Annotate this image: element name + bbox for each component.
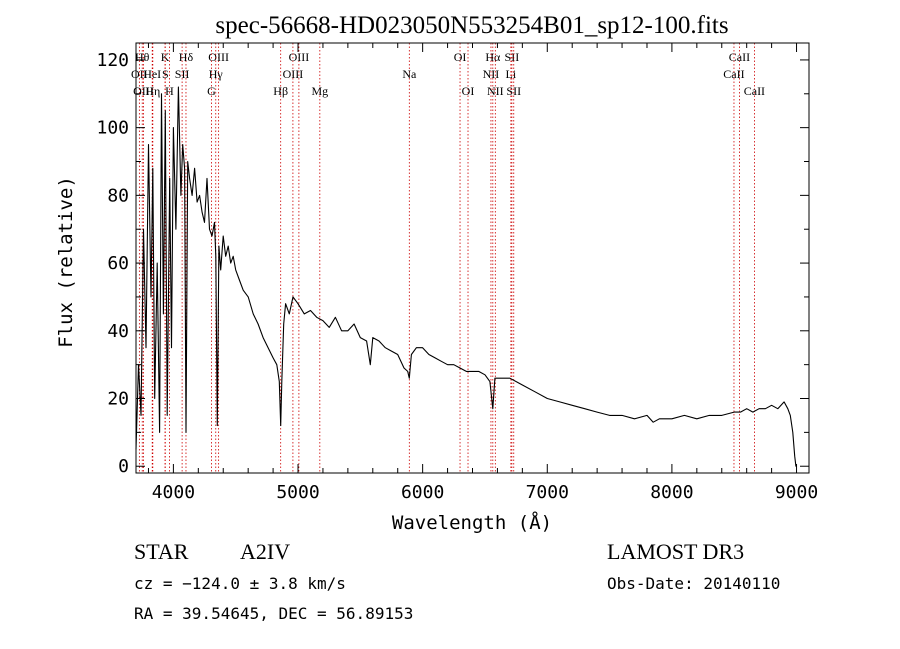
line-marker-label: Hδ <box>179 50 194 64</box>
x-tick-label: 6000 <box>401 482 444 503</box>
sky-coordinates: RA = 39.54645, DEC = 56.89153 <box>134 604 414 623</box>
y-tick-label: 60 <box>107 253 129 274</box>
line-marker-label: OIII <box>283 67 304 81</box>
line-marker-label: Hθ <box>135 50 150 64</box>
y-tick-label: 20 <box>107 389 129 410</box>
object-subclass: A2IV <box>240 539 291 564</box>
line-marker-label: Hα <box>485 50 501 64</box>
line-marker-label: NII <box>487 84 504 98</box>
line-marker-label: Mg <box>311 84 328 98</box>
redshift-cz: cz = −124.0 ± 3.8 km/s <box>134 574 346 593</box>
line-marker-label: OIII <box>133 84 154 98</box>
x-tick-label: 9000 <box>775 482 818 503</box>
line-marker-label: OI <box>454 50 467 64</box>
line-marker-label: H <box>165 84 174 98</box>
line-marker-label: Hβ <box>273 84 288 98</box>
observation-date: Obs-Date: 20140110 <box>607 574 781 593</box>
line-marker-label: OI <box>462 84 475 98</box>
survey-name: LAMOST DR3 <box>607 539 745 564</box>
x-tick-label: 7000 <box>526 482 569 503</box>
line-marker-label: SII <box>175 67 190 81</box>
y-tick-label: 40 <box>107 321 129 342</box>
line-marker-label: CaII <box>744 84 765 98</box>
spectral-line-markers: OIIHθOIIIHeIHηKSHHδSIIOIIIHγGHβOIIIOIIIM… <box>131 43 765 473</box>
y-tick-label: 80 <box>107 185 129 206</box>
flux-series-line <box>135 86 797 467</box>
y-tick-label: 100 <box>96 118 129 139</box>
line-marker-label: CaII <box>729 50 750 64</box>
line-marker-label: Hγ <box>209 67 224 81</box>
line-marker-label: Na <box>402 67 417 81</box>
line-marker-label: OIII <box>289 50 310 64</box>
y-tick-label: 120 <box>96 50 129 71</box>
y-axis-label: Flux (relative) <box>55 176 77 348</box>
object-class: STAR <box>134 539 189 564</box>
line-marker-label: HeI <box>143 67 161 81</box>
line-marker-label: NII <box>483 67 500 81</box>
x-tick-label: 4000 <box>152 482 195 503</box>
line-marker-label: S <box>162 67 169 81</box>
line-marker-label: SII <box>506 84 521 98</box>
axis-ticks: 4000 5000 6000 7000 8000 9000 0 20 40 60 80 100 120 <box>96 43 818 503</box>
x-tick-label: 8000 <box>650 482 693 503</box>
line-marker-label: G <box>207 84 216 98</box>
line-marker-label: SII <box>505 50 520 64</box>
y-tick-label: 0 <box>118 456 129 477</box>
plot-frame <box>135 42 810 474</box>
line-marker-label: OIII <box>208 50 229 64</box>
x-axis-label: Wavelength (Å) <box>392 511 552 534</box>
line-marker-label: CaII <box>723 67 744 81</box>
line-marker-label: OII <box>131 67 148 81</box>
x-tick-label: 5000 <box>276 482 319 503</box>
line-marker-label: Li <box>506 67 517 81</box>
line-marker-label: Hη <box>145 84 160 98</box>
chart-title: spec-56668-HD023050N553254B01_sp12-100.f… <box>215 12 728 39</box>
